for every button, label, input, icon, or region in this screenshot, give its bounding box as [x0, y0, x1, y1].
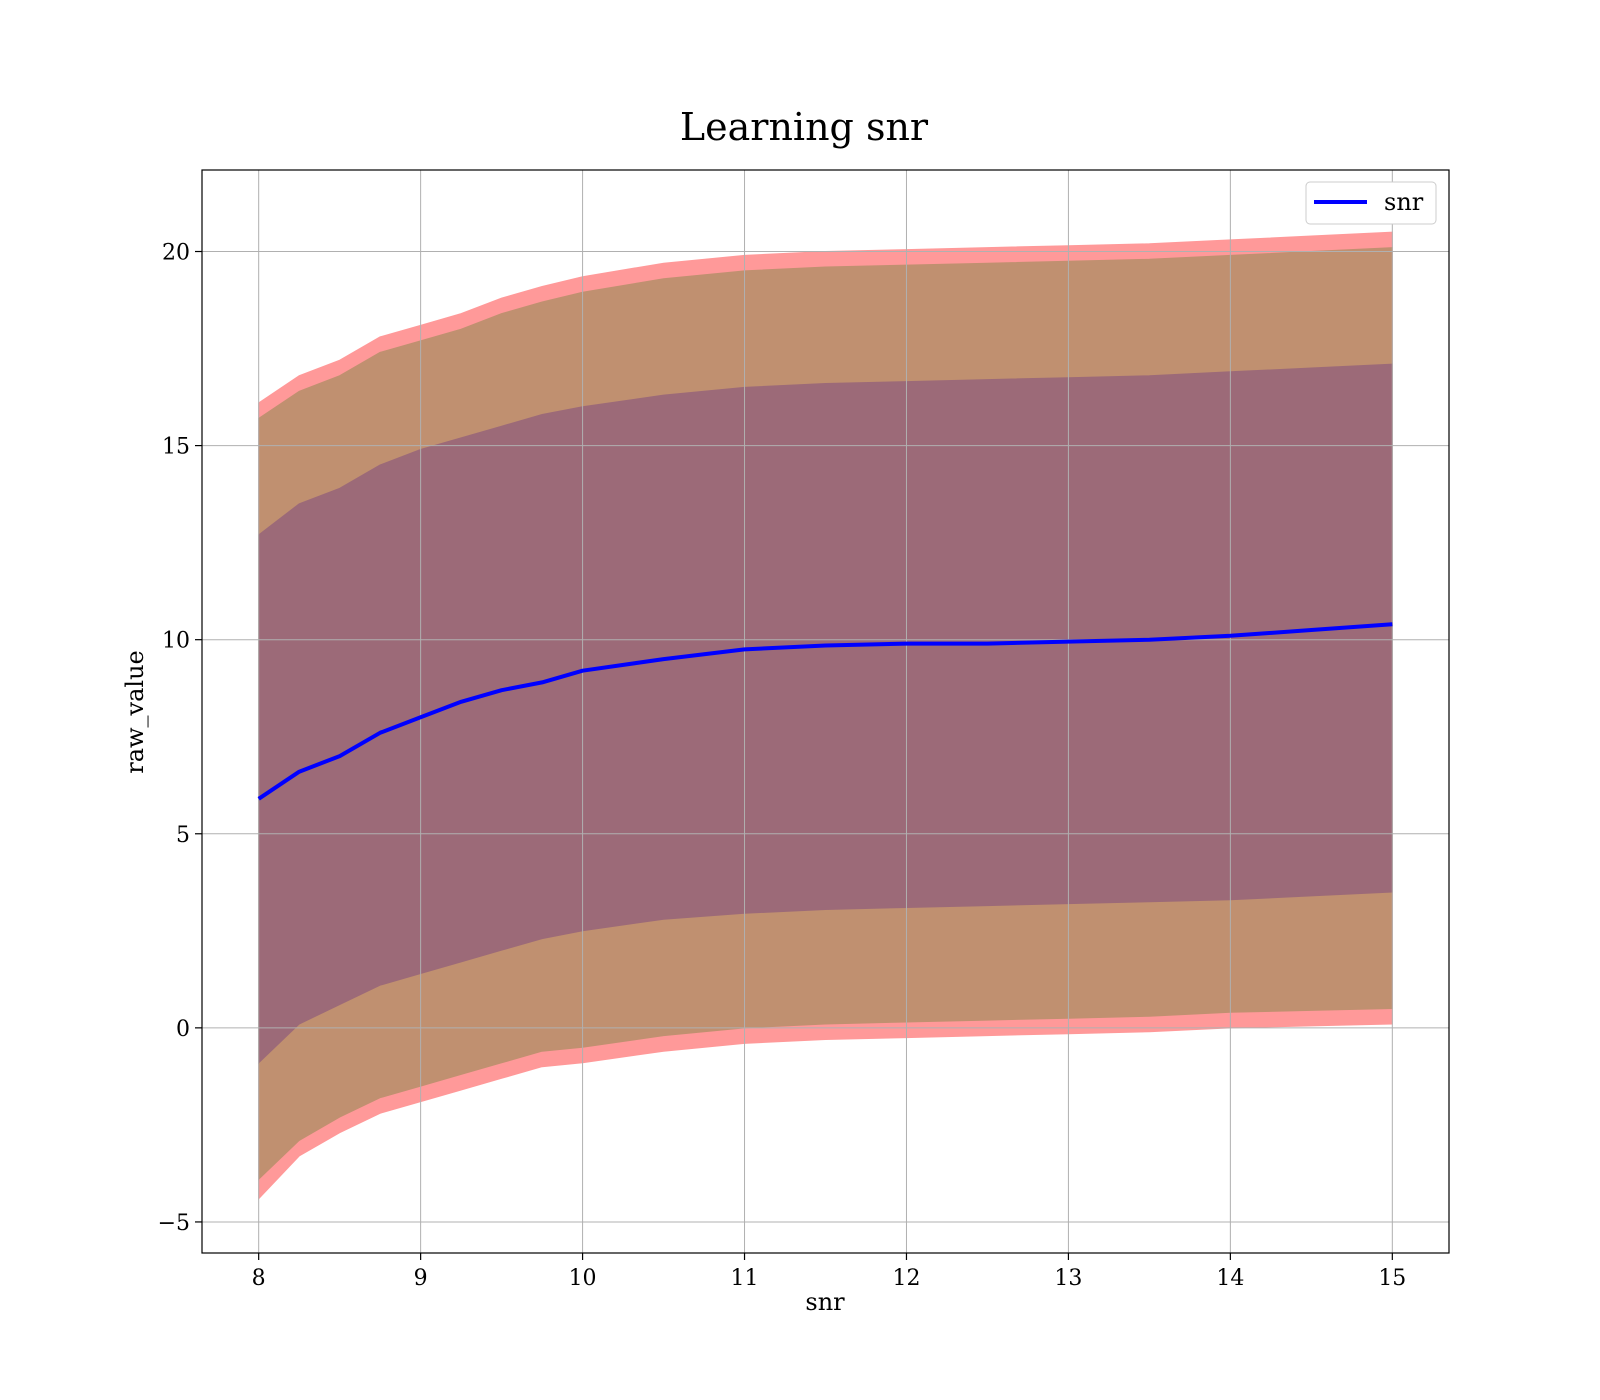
y-tick-label-2: 5 — [176, 823, 190, 848]
x-tick-label-7: 15 — [1378, 1266, 1406, 1291]
x-tick-label-0: 8 — [252, 1266, 266, 1291]
y-tick-label-5: 20 — [162, 241, 190, 266]
x-tick-label-1: 9 — [414, 1266, 428, 1291]
y-axis: −5 0 5 10 15 20 — [158, 241, 202, 1236]
y-axis-label: raw_value — [121, 650, 149, 774]
legend-entry-snr: snr — [1384, 188, 1424, 216]
x-axis: 8 9 10 11 12 13 14 15 — [252, 1253, 1406, 1291]
x-axis-label: snr — [805, 1288, 845, 1316]
series-line-1 — [257, 622, 1393, 801]
legend: snr — [1305, 181, 1437, 225]
x-tick-label-6: 14 — [1216, 1266, 1244, 1291]
chart-title: Learning snr — [680, 105, 929, 149]
plot-frame — [201, 169, 1450, 1254]
y-tick-label-1: 0 — [176, 1017, 190, 1042]
series-layer — [257, 622, 1393, 801]
bands-layer — [258, 231, 1393, 1200]
y-tick-label-4: 15 — [162, 435, 190, 460]
x-tick-label-2: 10 — [569, 1266, 597, 1291]
x-tick-label-4: 12 — [892, 1266, 920, 1291]
y-tick-label-3: 10 — [162, 629, 190, 654]
legend-box — [1305, 181, 1437, 225]
y-tick-label-0: −5 — [158, 1211, 190, 1236]
x-tick-label-3: 11 — [731, 1266, 759, 1291]
x-tick-label-5: 13 — [1054, 1266, 1082, 1291]
grid-layer — [202, 170, 1449, 1253]
